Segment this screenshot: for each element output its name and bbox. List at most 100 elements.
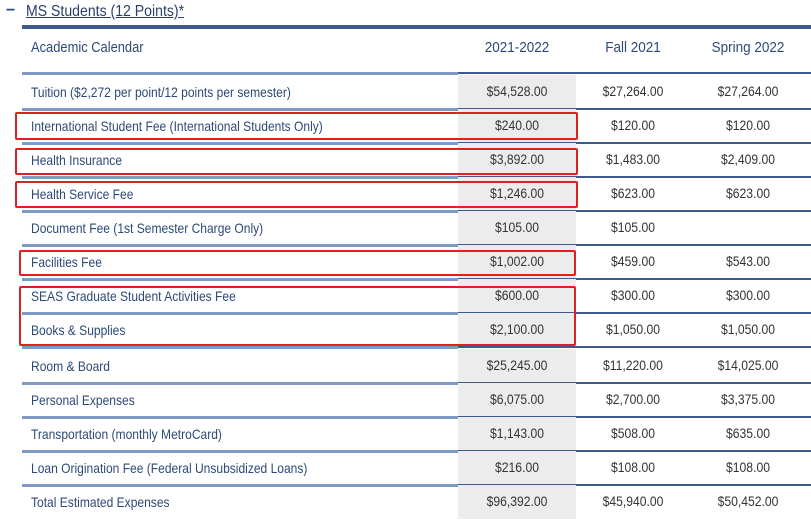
cell-spring [698, 211, 799, 245]
row-label: Total Estimated Expenses [31, 494, 170, 510]
table-row: Total Estimated Expenses $96,392.00 $45,94… [0, 485, 811, 519]
column-header-spring: Spring 2022 [711, 39, 785, 56]
cell-year: $2,100.00 [489, 322, 545, 337]
row-label: Transportation (monthly MetroCard) [31, 426, 222, 442]
cell-spring: $27,264.00 [717, 84, 779, 99]
cell-spring: $14,025.00 [717, 358, 779, 373]
row-label: Tuition ($2,272 per point/12 points per … [31, 84, 291, 100]
cell-spring: $300.00 [726, 288, 770, 303]
cell-spring: $3,375.00 [720, 392, 776, 407]
row-divider [458, 312, 811, 314]
table-row: SEAS Graduate Student Activities Fee $600… [0, 279, 811, 313]
cell-year: $1,246.00 [489, 186, 545, 201]
cell-spring: $120.00 [726, 118, 770, 133]
row-divider [458, 142, 811, 144]
year-column-shade [458, 383, 576, 417]
year-column-shade [458, 313, 576, 347]
cell-fall: $27,264.00 [602, 84, 664, 99]
table-row: Document Fee (1st Semester Charge Only) $… [0, 211, 811, 245]
table-row: Books & Supplies $2,100.00 $1,050.00 $1,050… [0, 313, 811, 347]
cell-fall: $459.00 [611, 254, 655, 269]
row-divider [458, 244, 811, 246]
row-divider [22, 416, 458, 419]
column-header-academic-calendar: Academic Calendar [31, 39, 144, 56]
cell-fall: $120.00 [611, 118, 655, 133]
cell-spring: $2,409.00 [720, 152, 776, 167]
row-divider [22, 382, 458, 385]
row-divider [458, 450, 811, 452]
row-label: Health Service Fee [31, 186, 134, 202]
table-header-row: Academic Calendar 2021-2022 Fall 2021 Sp… [0, 31, 811, 65]
table-row: International Student Fee (International… [0, 109, 811, 143]
section-header[interactable]: − MS Students (12 Points)* [0, 0, 811, 24]
highlight-box-health-service-fee [15, 181, 578, 208]
row-label: Health Insurance [31, 152, 123, 168]
cell-fall: $623.00 [611, 186, 655, 201]
highlight-box-facilities-fee [19, 250, 576, 276]
row-label: SEAS Graduate Student Activities Fee [31, 288, 236, 304]
row-divider [458, 346, 811, 348]
cell-spring: $623.00 [726, 186, 770, 201]
cell-year: $240.00 [495, 118, 539, 133]
row-divider [458, 382, 811, 384]
row-label: Room & Board [31, 358, 110, 374]
table-row: Personal Expenses $6,075.00 $2,700.00 $3,37… [0, 383, 811, 417]
cell-spring: $635.00 [726, 426, 770, 441]
table-row: Tuition ($2,272 per point/12 points per … [0, 75, 811, 109]
row-divider [22, 72, 458, 75]
cell-fall: $45,940.00 [602, 494, 664, 509]
year-column-shade [458, 417, 576, 451]
year-column-shade [458, 349, 576, 383]
year-column-shade [458, 109, 576, 143]
row-label: Personal Expenses [31, 392, 135, 408]
cell-fall: $2,700.00 [605, 392, 661, 407]
cell-year: $25,245.00 [486, 358, 548, 373]
column-header-fall: Fall 2021 [605, 39, 661, 56]
row-divider [22, 142, 458, 145]
table-row: Transportation (monthly MetroCard) $1,143… [0, 417, 811, 451]
highlight-box-health-insurance [15, 148, 578, 175]
cell-year: $6,075.00 [489, 392, 545, 407]
row-divider [458, 108, 811, 110]
cell-year: $54,528.00 [486, 84, 548, 99]
cell-year: $1,002.00 [489, 254, 545, 269]
cell-year: $216.00 [495, 460, 539, 475]
row-divider [458, 278, 811, 280]
row-divider [22, 210, 458, 213]
cell-year: $3,892.00 [489, 152, 545, 167]
column-header-year: 2021-2022 [484, 39, 550, 56]
cell-spring: $108.00 [726, 460, 770, 475]
row-divider [22, 450, 458, 453]
row-divider [22, 176, 458, 179]
row-divider [22, 312, 458, 315]
row-divider [22, 108, 458, 111]
cell-spring: $1,050.00 [720, 322, 776, 337]
row-divider [22, 346, 458, 349]
cell-fall: $108.00 [611, 460, 655, 475]
row-label: Facilities Fee [31, 254, 102, 270]
row-divider [458, 210, 811, 212]
row-divider [458, 416, 811, 418]
row-divider [458, 176, 811, 178]
row-divider [458, 72, 811, 74]
year-column-shade [458, 211, 576, 245]
highlight-box-activities-books [19, 286, 576, 346]
section-title[interactable]: MS Students (12 Points)* [26, 3, 185, 20]
row-divider [458, 484, 811, 486]
row-label: Document Fee (1st Semester Charge Only) [31, 220, 264, 236]
cell-year: $1,143.00 [489, 426, 545, 441]
cell-year: $105.00 [495, 220, 539, 235]
table-row: Loan Origination Fee (Federal Unsubsidiz… [0, 451, 811, 485]
table-row: Room & Board $25,245.00 $11,220.00 $14,025.… [0, 349, 811, 383]
cell-spring: $50,452.00 [717, 494, 779, 509]
year-column-shade [458, 75, 576, 109]
collapse-toggle-icon[interactable]: − [6, 2, 16, 19]
table-top-rule [22, 25, 811, 29]
row-divider [22, 278, 458, 281]
cell-spring: $543.00 [726, 254, 770, 269]
cell-fall: $1,050.00 [605, 322, 661, 337]
cell-fall: $1,483.00 [605, 152, 661, 167]
row-label: Books & Supplies [31, 322, 126, 338]
cell-fall: $300.00 [611, 288, 655, 303]
year-column-shade [458, 485, 576, 519]
